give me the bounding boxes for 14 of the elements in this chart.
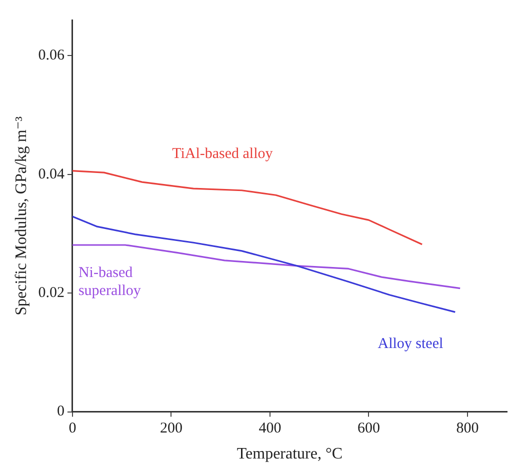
x-tick-label: 600 xyxy=(357,420,380,437)
y-tick-label: 0.06 xyxy=(38,48,65,64)
y-axis-title: Specific Modulus, GPa/kg m⁻³ xyxy=(12,116,30,316)
y-tick-label: 0.04 xyxy=(38,166,65,182)
series-label: Alloy steel xyxy=(378,336,444,352)
x-tick-label: 200 xyxy=(160,420,182,437)
x-tick-label: 0 xyxy=(68,420,76,437)
series-label: Ni-based superalloy xyxy=(78,264,142,299)
y-tick-label: 0 xyxy=(56,404,64,420)
y-tick-label: 0.02 xyxy=(38,285,64,302)
x-tick-label: 800 xyxy=(456,420,479,437)
series-label: TiAl-based alloy xyxy=(172,146,274,162)
x-tick-label: 400 xyxy=(258,420,282,437)
x-axis-title: Temperature, °C xyxy=(236,446,343,463)
